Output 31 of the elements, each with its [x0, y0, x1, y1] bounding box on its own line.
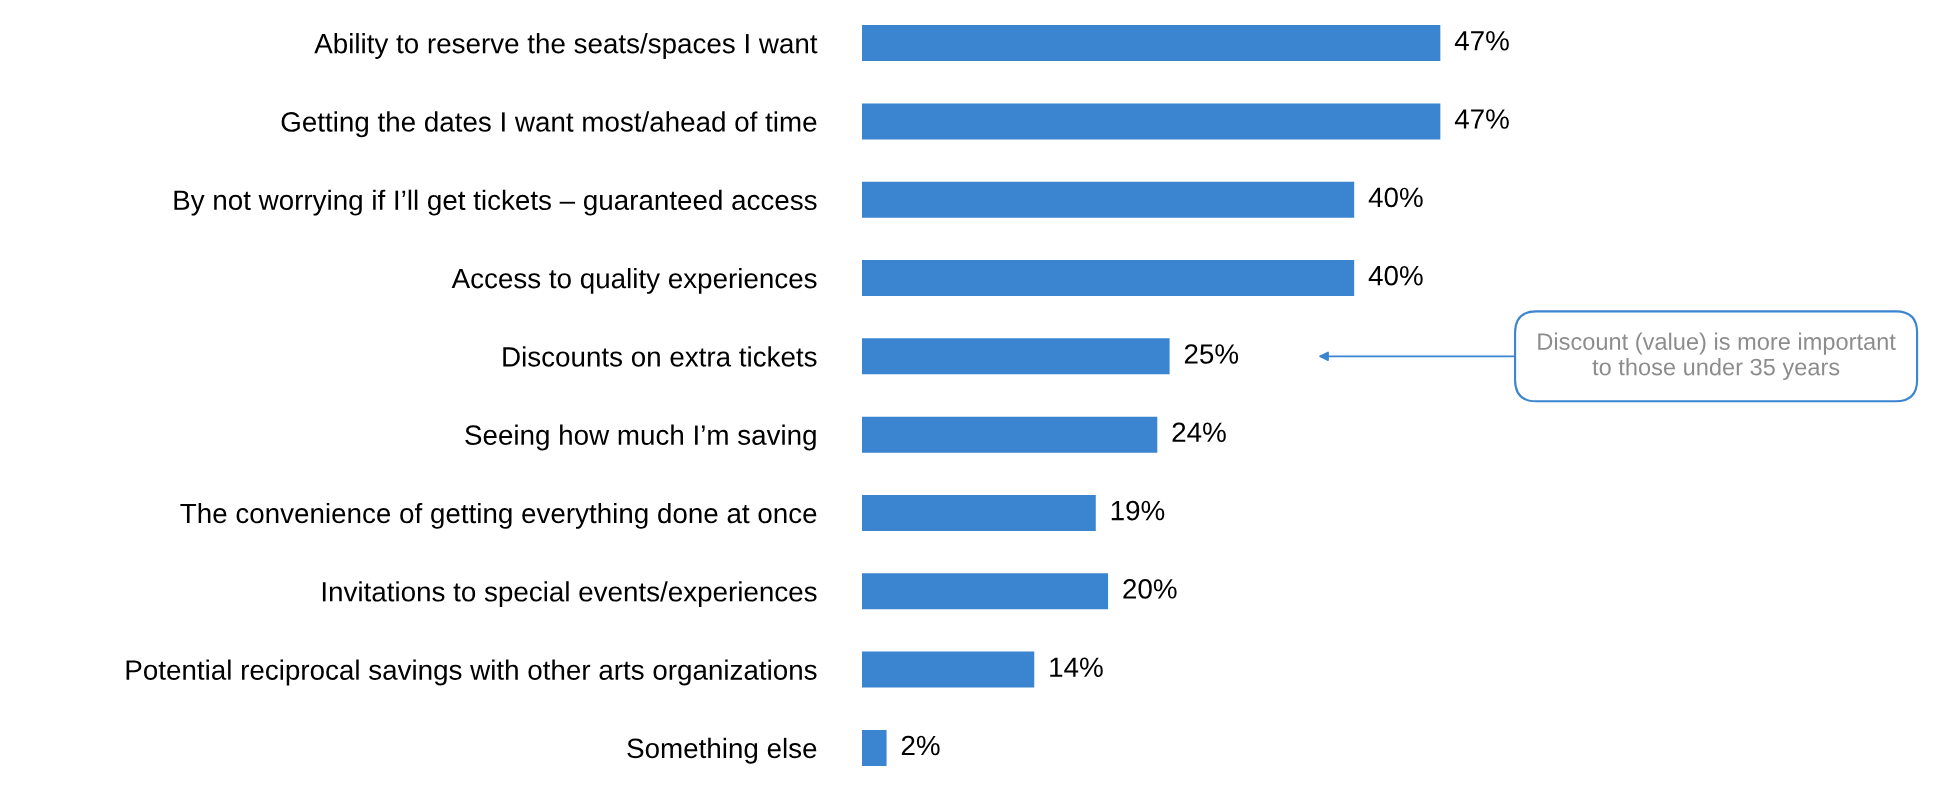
bar	[861, 181, 1355, 218]
data-label: 40%	[1368, 265, 1423, 286]
y-tick-label: Invitations to special events/experiences	[322, 581, 817, 608]
y-tick-label: Getting the dates I want most/ahead of time	[281, 111, 817, 138]
y-tick-label: Access to quality experiences	[451, 267, 817, 294]
data-label: 47%	[1454, 31, 1509, 51]
y-tick-label: By not worrying if I’ll get tickets – guaranteed access	[174, 189, 817, 216]
y-tick-label: Something else	[627, 737, 817, 764]
y-tick-label: Ability to reserve the seats/spaces I want	[314, 33, 818, 59]
bar	[861, 494, 1096, 531]
y-tick-label: Discounts on extra tickets	[503, 346, 817, 367]
data-label: 25%	[1184, 344, 1239, 364]
y-tick-label: The convenience of getting everything done at once	[180, 502, 817, 529]
bar	[861, 103, 1441, 140]
bar	[861, 260, 1355, 297]
data-label: 47%	[1454, 109, 1509, 129]
y-tick-label: Seeing how much I’m saving	[465, 424, 816, 451]
y-tick-label: Potential reciprocal savings with other arts organizations	[126, 659, 817, 686]
data-label: 19%	[1111, 500, 1165, 521]
data-label: 40%	[1368, 187, 1423, 208]
data-label: 20%	[1123, 579, 1177, 599]
bar	[861, 338, 1170, 375]
bar	[861, 573, 1109, 610]
data-label: 14%	[1050, 657, 1103, 677]
text: Discount (value) is more important to those under 35 years	[1538, 332, 1896, 381]
bar	[861, 25, 1441, 62]
data-label: 24%	[1172, 422, 1226, 442]
data-label: 2%	[901, 735, 940, 756]
bar	[861, 416, 1158, 453]
bar	[861, 651, 1035, 688]
bar	[861, 729, 887, 766]
